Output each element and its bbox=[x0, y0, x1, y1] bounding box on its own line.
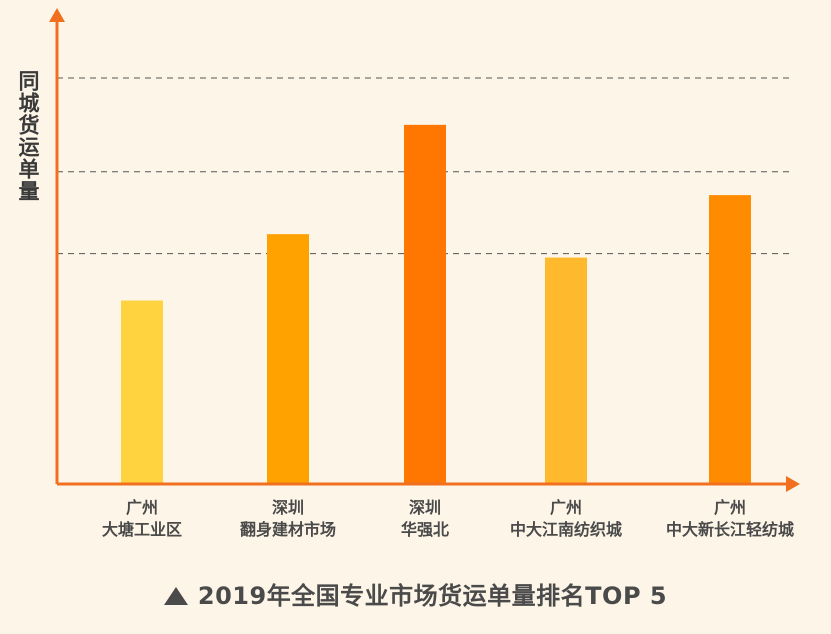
x-tick-city-2: 深圳 bbox=[409, 498, 441, 517]
caption-text: 2019年全国专业市场货运单量排名TOP 5 bbox=[197, 582, 668, 610]
bar-3 bbox=[545, 257, 587, 484]
x-axis-arrow-icon bbox=[786, 476, 800, 492]
x-tick-market-3: 中大江南纺织城 bbox=[510, 520, 622, 539]
bar-0 bbox=[121, 300, 163, 484]
bar-2 bbox=[404, 124, 446, 484]
chart-caption: 2019年全国专业市场货运单量排名TOP 5 bbox=[0, 576, 831, 611]
bar-4 bbox=[709, 195, 751, 484]
axes bbox=[49, 8, 800, 492]
triangle-icon bbox=[163, 587, 188, 605]
x-tick-city-4: 广州 bbox=[714, 498, 746, 517]
bar-1 bbox=[267, 234, 309, 484]
x-tick-market-4: 中大新长江轻纺城 bbox=[666, 520, 794, 539]
x-tick-market-1: 翻身建材市场 bbox=[240, 520, 336, 539]
x-tick-city-3: 广州 bbox=[550, 498, 582, 517]
x-tick-market-0: 大塘工业区 bbox=[102, 520, 182, 539]
x-tick-market-2: 华强北 bbox=[401, 520, 449, 539]
bars bbox=[121, 124, 751, 484]
x-tick-city-1: 深圳 bbox=[272, 498, 304, 517]
y-axis-label: 同城货运单量 bbox=[16, 70, 40, 202]
y-axis-arrow-icon bbox=[49, 8, 65, 22]
x-tick-city-0: 广州 bbox=[126, 498, 158, 517]
